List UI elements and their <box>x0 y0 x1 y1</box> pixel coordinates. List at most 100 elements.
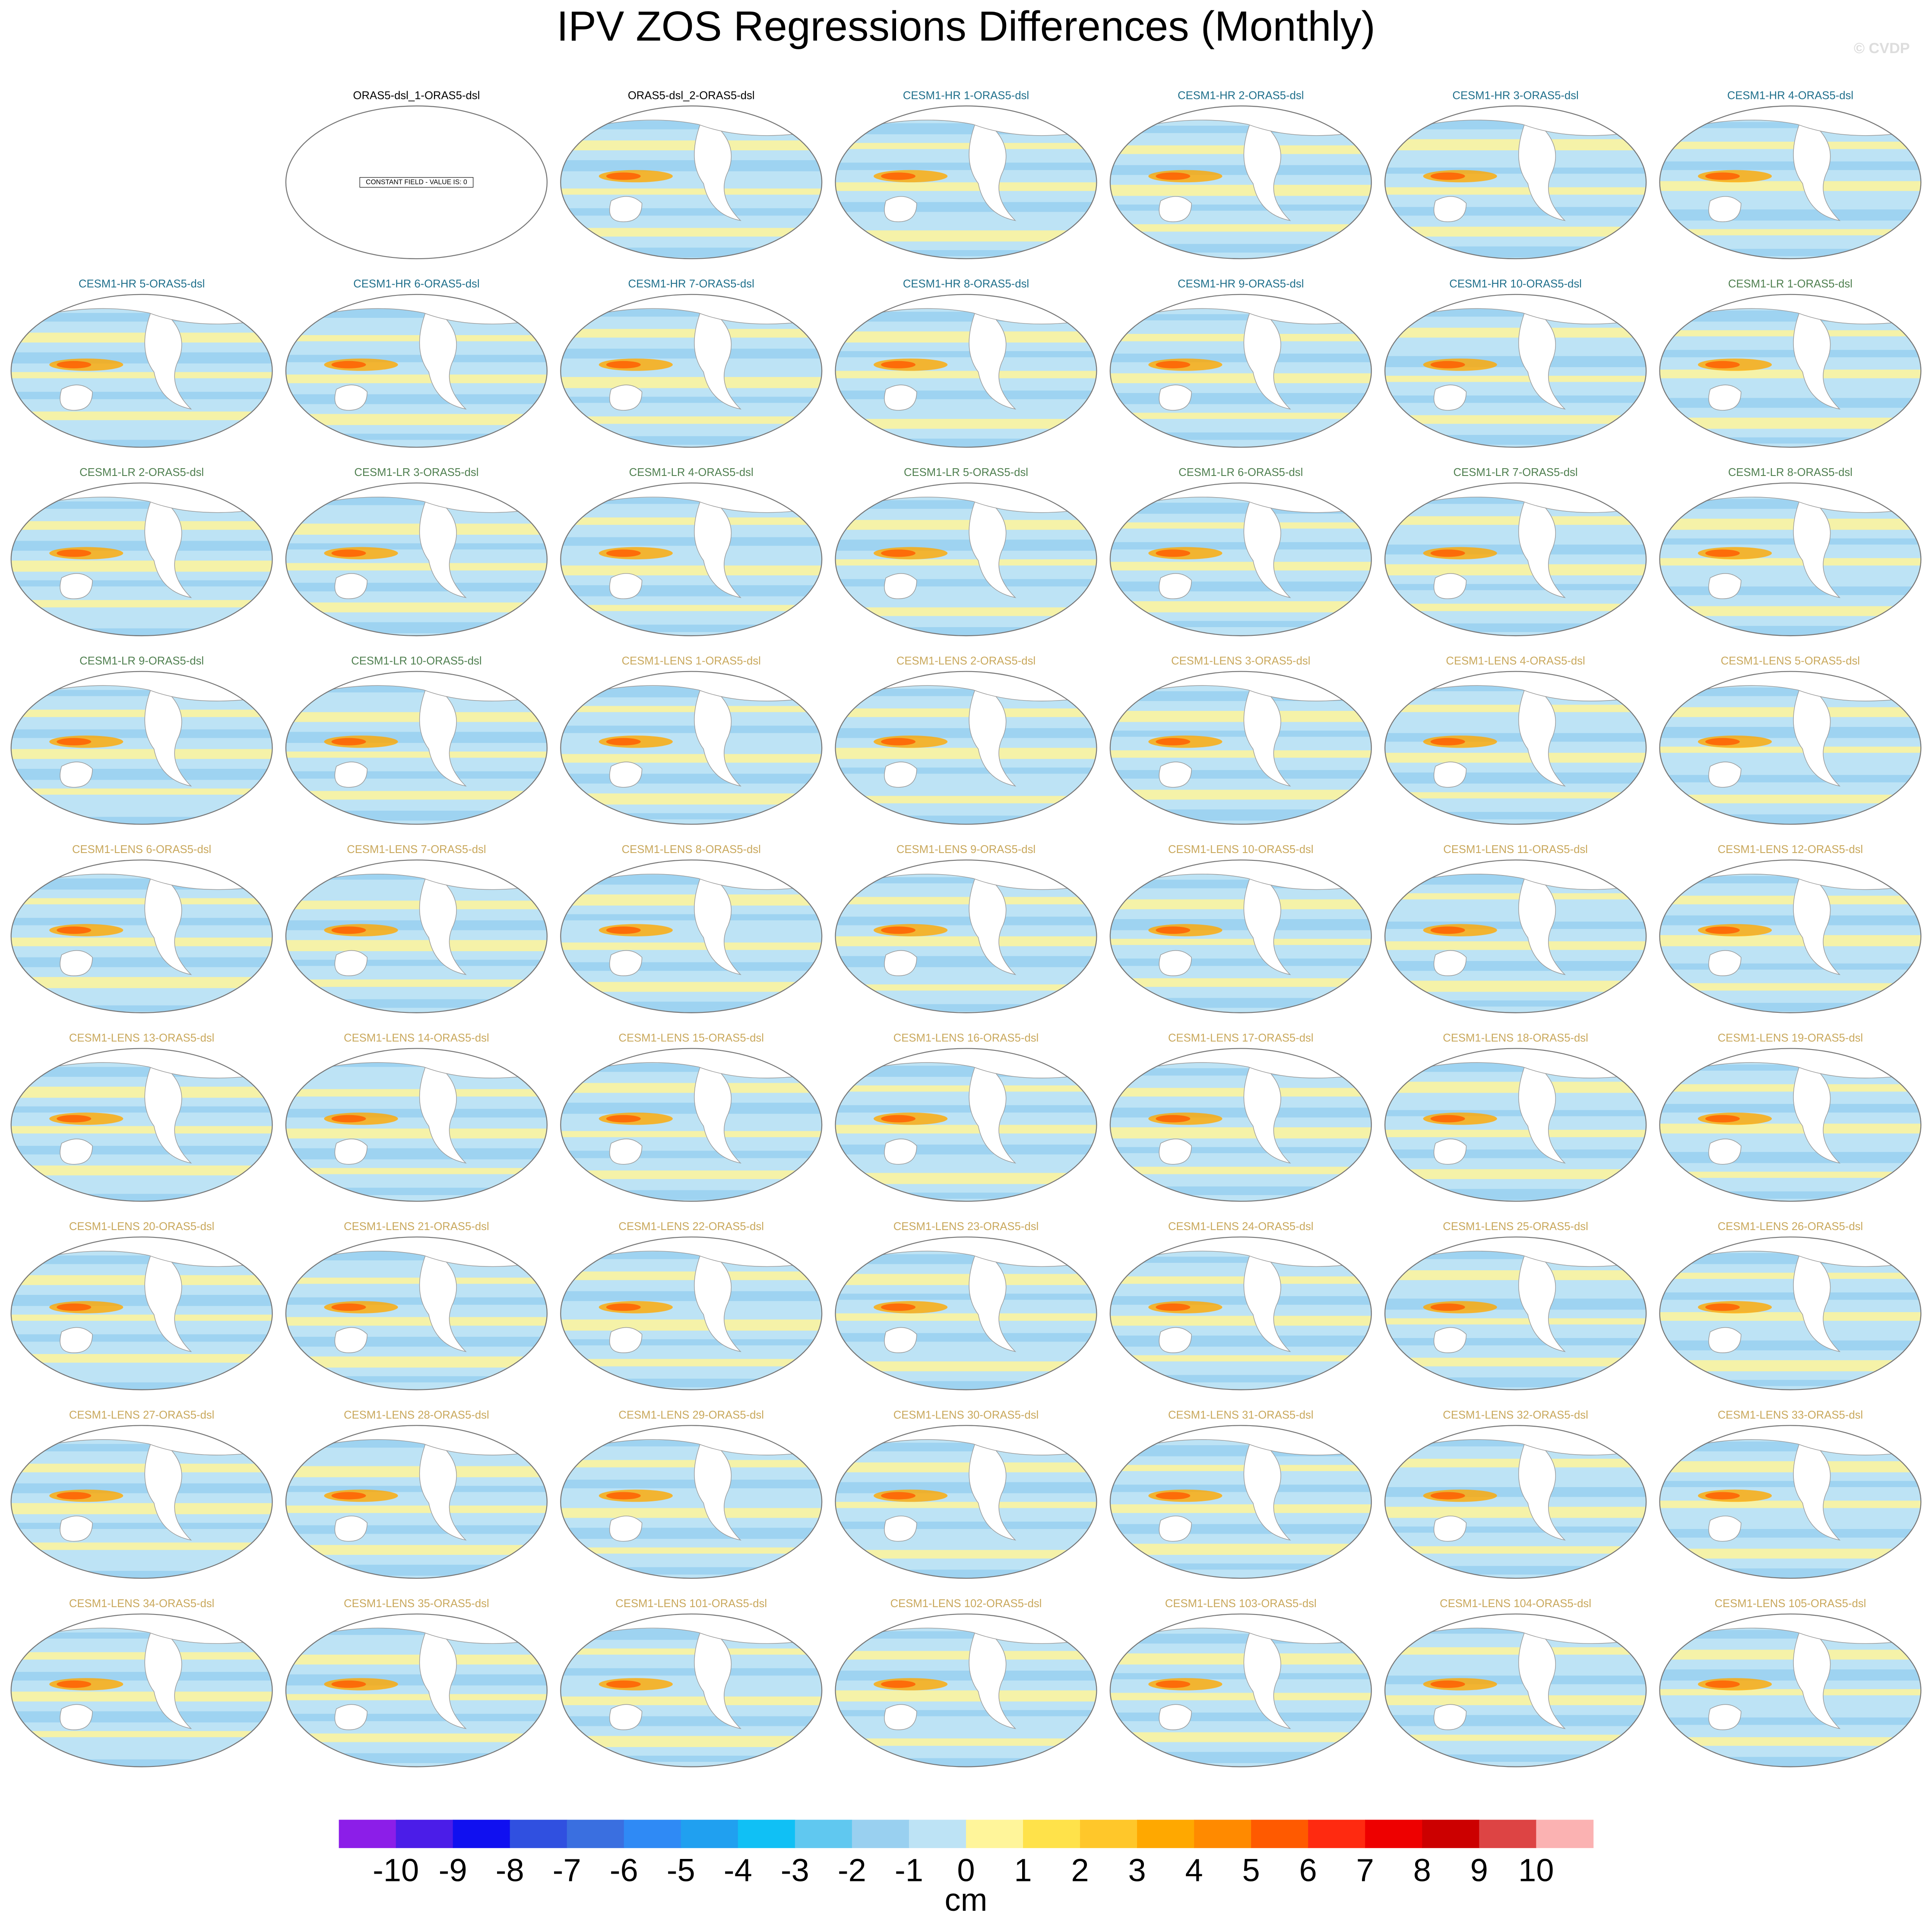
field-anomaly <box>1705 738 1740 745</box>
field-band <box>11 1652 272 1660</box>
field-band <box>1110 730 1371 737</box>
field-band <box>285 791 547 800</box>
map-field <box>561 860 822 1013</box>
panel-title: CESM1-LENS 12-ORAS5-dsl <box>1718 844 1863 856</box>
field-anomaly <box>881 172 916 180</box>
field-band <box>11 1334 272 1342</box>
field-anomaly <box>331 1680 366 1688</box>
map-outline <box>1109 1613 1372 1767</box>
field-anomaly <box>1156 1304 1191 1311</box>
field-band <box>1385 1377 1647 1387</box>
colorbar-label: -5 <box>667 1852 695 1888</box>
field-anomaly <box>606 549 641 557</box>
map-outline <box>835 1425 1097 1579</box>
colorbar-box <box>681 1820 738 1848</box>
panel-title: CESM1-LENS 15-ORAS5-dsl <box>618 1032 764 1044</box>
field-band <box>1110 145 1371 154</box>
field-band <box>561 774 822 784</box>
field-band <box>1110 432 1371 440</box>
panel-title: CESM1-LR 3-ORAS5-dsl <box>354 466 478 479</box>
map-outline <box>560 1613 823 1767</box>
field-band <box>1660 775 1921 783</box>
map-panel <box>560 1236 823 1390</box>
credit: © CVDP <box>1854 40 1910 57</box>
field-anomaly <box>57 1492 92 1500</box>
map-outline <box>1659 294 1922 448</box>
field-band <box>1660 1649 1921 1660</box>
continent <box>694 1435 742 1541</box>
field-band <box>561 160 822 171</box>
field-band <box>561 1567 822 1575</box>
field-band <box>1660 1191 1921 1199</box>
map-outline <box>835 1613 1097 1767</box>
colorbar-box <box>1194 1820 1252 1848</box>
map-outline <box>835 1236 1097 1390</box>
field-band <box>285 1376 547 1383</box>
field-band <box>1660 1689 1921 1696</box>
continent <box>1159 1327 1192 1353</box>
continent <box>1793 1435 1841 1541</box>
field-band <box>1385 921 1647 929</box>
map-panel <box>1109 1613 1372 1767</box>
colorbar-label: 0 <box>957 1852 975 1888</box>
continent <box>1243 1623 1291 1729</box>
field-band <box>561 793 822 805</box>
continent <box>1433 384 1467 411</box>
continent <box>334 1704 368 1730</box>
field-band <box>1385 187 1647 195</box>
panel-title: CESM1-HR 2-ORAS5-dsl <box>1178 89 1304 101</box>
map-panel <box>835 1425 1097 1579</box>
field-anomaly <box>1705 1492 1740 1500</box>
continent <box>1708 1516 1742 1542</box>
panel-title: CESM1-LENS 11-ORAS5-dsl <box>1443 844 1588 856</box>
field-band <box>285 1505 547 1513</box>
colorbar-box <box>1422 1820 1480 1848</box>
map-field <box>1385 106 1647 259</box>
map-field <box>1660 1425 1921 1579</box>
map-panel <box>835 294 1097 448</box>
field-band <box>1660 350 1921 358</box>
field-anomaly <box>331 1115 366 1123</box>
map-field <box>1660 1048 1921 1202</box>
continent <box>969 492 1017 598</box>
map-panel <box>1384 1048 1647 1202</box>
map-field <box>561 294 822 447</box>
panel-title: ORAS5-dsl_2-ORAS5-dsl <box>628 89 755 101</box>
map-panel <box>1109 859 1372 1013</box>
panel-title: CESM1-LENS 10-ORAS5-dsl <box>1168 844 1314 856</box>
field-band <box>1660 935 1921 946</box>
field-band <box>1660 1272 1921 1279</box>
field-band <box>1660 437 1921 444</box>
field-band <box>11 1086 272 1098</box>
field-band <box>11 729 272 738</box>
field-band <box>1110 1673 1371 1680</box>
field-anomaly <box>57 1115 92 1123</box>
field-band <box>285 1278 547 1284</box>
map-outline <box>1109 1048 1372 1202</box>
field-band <box>11 392 272 400</box>
continent <box>1708 761 1742 788</box>
field-anomaly <box>606 738 641 745</box>
field-band <box>11 1463 272 1472</box>
field-band <box>561 1736 822 1747</box>
continent <box>419 681 467 787</box>
map-panel <box>10 1236 273 1390</box>
colorbar-box <box>396 1820 453 1848</box>
field-anomaly <box>1156 549 1191 557</box>
map-field <box>285 860 547 1013</box>
field-band <box>285 1356 547 1368</box>
field-anomaly <box>606 1492 641 1500</box>
field-band <box>1385 812 1647 819</box>
map-field <box>561 106 822 259</box>
map-field <box>835 671 1097 825</box>
field-band <box>285 979 547 987</box>
field-anomaly <box>881 549 916 557</box>
field-band <box>285 999 547 1008</box>
field-band <box>835 936 1097 946</box>
map-panel <box>1384 1425 1647 1579</box>
field-anomaly <box>1705 1680 1740 1688</box>
field-anomaly <box>57 926 92 934</box>
continent <box>144 1246 192 1352</box>
continent <box>884 573 917 599</box>
map-field <box>285 1237 547 1390</box>
